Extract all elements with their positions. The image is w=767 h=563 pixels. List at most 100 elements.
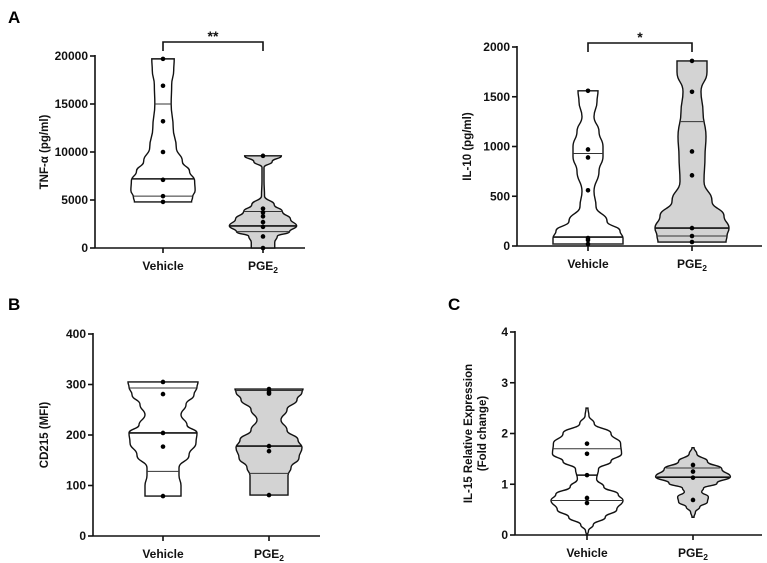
data-point	[260, 214, 266, 219]
category-label-vehicle: Vehicle	[142, 259, 184, 273]
category-label-pge2: PGE2	[678, 546, 708, 562]
data-point	[160, 493, 166, 499]
data-point	[160, 430, 166, 436]
violin-outline	[654, 447, 732, 518]
violin-outline	[127, 381, 199, 497]
category-label-pge2: PGE2	[254, 547, 284, 563]
data-point	[689, 149, 695, 154]
data-point	[585, 147, 591, 152]
data-point	[689, 225, 695, 231]
y-tick-label: 0	[501, 528, 508, 542]
y-tick-label: 1500	[483, 90, 510, 104]
y-axis-title: IL-15 Relative Expression	[463, 364, 475, 503]
data-point	[260, 234, 266, 239]
data-point	[584, 500, 590, 506]
significance-bracket	[587, 42, 693, 52]
panel-il15: C 0 1 2 3 4 IL-15 Relative Expression (Fold cha…	[448, 295, 762, 562]
data-point	[160, 391, 166, 397]
panel-il10: 0 500 1000 1500 2000 IL-10 (pg/ml) Vehicle PGE2…	[462, 29, 762, 273]
category-label-vehicle: Vehicle	[566, 546, 608, 560]
category-label-vehicle: Vehicle	[142, 547, 184, 561]
y-tick-label: 1	[501, 477, 508, 491]
data-point	[260, 153, 266, 159]
category-label-vehicle: Vehicle	[567, 257, 609, 271]
data-point	[690, 497, 696, 503]
data-point	[160, 177, 166, 183]
category-label-pge2: PGE2	[248, 259, 278, 275]
data-point	[690, 462, 696, 468]
data-point	[585, 237, 591, 243]
y-tick-label: 3	[501, 376, 508, 390]
violin-vehicle	[127, 379, 199, 499]
violin-vehicle	[130, 56, 196, 205]
data-point	[585, 155, 591, 160]
y-tick-label: 0	[79, 529, 86, 543]
data-point	[160, 379, 166, 385]
y-tick-label: 300	[66, 378, 86, 392]
y-tick-label: 100	[66, 479, 86, 493]
violin-pge2	[228, 153, 298, 251]
panel-label-c: C	[448, 295, 460, 314]
data-point	[260, 224, 266, 230]
y-tick-label: 500	[490, 189, 510, 203]
violin-vehicle	[552, 88, 624, 247]
y-tick-label: 400	[66, 327, 86, 341]
violin-vehicle	[550, 407, 624, 536]
data-point	[585, 241, 591, 247]
y-tick-label: 0	[81, 241, 88, 255]
data-point	[260, 219, 266, 225]
panel-label-b: B	[8, 295, 20, 314]
significance-label: **	[208, 28, 219, 44]
y-tick-label: 2000	[483, 40, 510, 54]
data-point	[260, 210, 266, 215]
data-point	[584, 495, 590, 501]
data-point	[584, 451, 590, 457]
data-point	[584, 441, 590, 446]
data-point	[689, 173, 695, 178]
data-point	[160, 193, 166, 199]
data-point	[160, 149, 166, 155]
panel-label-a: A	[8, 8, 20, 27]
data-point	[160, 56, 166, 62]
significance-bracket	[162, 41, 264, 51]
data-point	[266, 492, 272, 498]
data-point	[160, 118, 166, 124]
violin-outline	[130, 58, 196, 203]
violin-pge2	[654, 58, 730, 245]
y-axis-title-line2: (Fold change)	[477, 396, 489, 472]
data-point	[690, 469, 696, 474]
data-point	[689, 58, 695, 64]
violin-outline	[550, 407, 624, 536]
data-point	[689, 239, 695, 245]
data-point	[266, 391, 272, 396]
y-axis-title: IL-10 (pg/ml)	[462, 112, 474, 181]
data-point	[260, 245, 266, 251]
data-point	[584, 472, 590, 478]
y-tick-label: 200	[66, 428, 86, 442]
y-tick-label: 1000	[483, 140, 510, 154]
y-tick-label: 20000	[55, 49, 89, 63]
significance-label: *	[637, 29, 643, 45]
panel-tnf: A 0 5000 10000 15000 20000 TNF-α (pg/ml) Vehicl…	[8, 8, 305, 275]
violin-outline	[234, 388, 304, 496]
y-tick-label: 0	[503, 239, 510, 253]
data-point	[160, 444, 166, 449]
data-point	[690, 475, 696, 480]
data-point	[689, 233, 695, 239]
data-point	[585, 88, 591, 94]
category-label-pge2: PGE2	[677, 257, 707, 273]
violin-outline	[228, 155, 298, 249]
data-point	[266, 443, 272, 449]
y-tick-label: 2	[501, 427, 508, 441]
y-tick-label: 5000	[61, 193, 88, 207]
y-axis-title: CD215 (MFI)	[39, 402, 51, 469]
data-point	[160, 83, 166, 89]
y-tick-label: 15000	[55, 97, 89, 111]
data-point	[266, 448, 272, 454]
violin-pge2	[654, 447, 732, 518]
violin-pge2	[234, 386, 304, 498]
data-point	[689, 89, 695, 95]
data-point	[585, 187, 591, 193]
y-tick-label: 4	[501, 325, 508, 339]
